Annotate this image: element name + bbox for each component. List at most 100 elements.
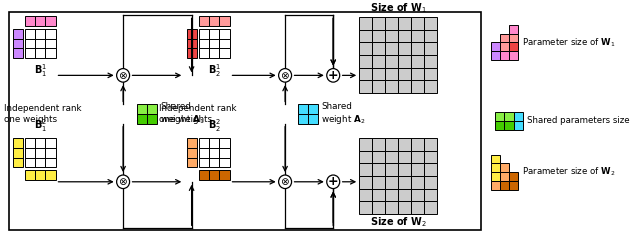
Bar (372, 68, 385, 80)
Bar (424, 176, 437, 188)
Bar (209, 39, 220, 48)
Bar (372, 176, 385, 188)
Bar (491, 181, 500, 190)
Bar (372, 201, 385, 214)
Bar (298, 104, 308, 114)
Bar (359, 176, 372, 188)
Bar (398, 30, 411, 43)
Bar (385, 188, 398, 201)
Bar (209, 48, 220, 58)
Bar (372, 30, 385, 43)
Bar (424, 163, 437, 176)
Bar (25, 170, 35, 180)
Bar (35, 158, 45, 167)
Text: $\mathbf{B}_2^2$: $\mathbf{B}_2^2$ (208, 118, 221, 134)
Bar (491, 51, 500, 60)
Bar (209, 148, 220, 158)
Bar (411, 201, 424, 214)
Bar (372, 55, 385, 68)
Bar (13, 48, 23, 58)
Bar (35, 148, 45, 158)
Bar (411, 176, 424, 188)
Bar (424, 68, 437, 80)
Bar (372, 151, 385, 163)
Bar (45, 48, 56, 58)
Circle shape (327, 175, 340, 188)
Bar (359, 55, 372, 68)
Bar (25, 29, 35, 39)
Bar (187, 148, 197, 158)
Text: $\mathbf{B}_1^2$: $\mathbf{B}_1^2$ (34, 118, 47, 134)
Bar (308, 104, 319, 114)
Bar (372, 80, 385, 93)
Text: $\otimes$: $\otimes$ (118, 176, 128, 187)
Bar (500, 34, 509, 43)
Bar (13, 39, 23, 48)
Bar (199, 48, 209, 58)
Bar (372, 17, 385, 30)
Bar (398, 151, 411, 163)
Bar (398, 17, 411, 30)
Bar (147, 104, 157, 114)
Bar (398, 43, 411, 55)
Bar (45, 138, 56, 148)
Bar (398, 138, 411, 151)
Bar (424, 55, 437, 68)
Bar (385, 80, 398, 93)
Bar (509, 172, 518, 181)
Bar (398, 55, 411, 68)
Bar (199, 158, 209, 167)
Bar (209, 158, 220, 167)
Text: Shared
weight $\mathbf{A}_1$: Shared weight $\mathbf{A}_1$ (160, 102, 205, 126)
Bar (424, 43, 437, 55)
Bar (13, 158, 23, 167)
Bar (514, 121, 523, 129)
Text: $\otimes$: $\otimes$ (280, 70, 290, 81)
Bar (424, 188, 437, 201)
Bar (199, 16, 209, 26)
Bar (137, 114, 147, 124)
Bar (35, 16, 45, 26)
Bar (500, 172, 509, 181)
Bar (45, 158, 56, 167)
Bar (199, 148, 209, 158)
Bar (372, 188, 385, 201)
Bar (411, 30, 424, 43)
Bar (199, 170, 209, 180)
Circle shape (278, 175, 292, 188)
Bar (385, 68, 398, 80)
Bar (9, 12, 481, 230)
Circle shape (116, 175, 129, 188)
Bar (411, 68, 424, 80)
Bar (385, 176, 398, 188)
Text: Independent rank
one weights: Independent rank one weights (4, 104, 81, 124)
Bar (424, 80, 437, 93)
Bar (25, 138, 35, 148)
Bar (398, 163, 411, 176)
Bar (209, 29, 220, 39)
Bar (45, 16, 56, 26)
Bar (137, 104, 147, 114)
Bar (500, 51, 509, 60)
Bar (398, 68, 411, 80)
Bar (25, 158, 35, 167)
Bar (424, 151, 437, 163)
Bar (424, 201, 437, 214)
Bar (359, 30, 372, 43)
Bar (411, 188, 424, 201)
Bar (411, 163, 424, 176)
Text: $\otimes$: $\otimes$ (118, 70, 128, 81)
Bar (187, 138, 197, 148)
Bar (509, 34, 518, 43)
Bar (385, 201, 398, 214)
Bar (385, 55, 398, 68)
Text: Parameter size of $\mathbf{W}_2$: Parameter size of $\mathbf{W}_2$ (522, 166, 616, 178)
Bar (509, 25, 518, 34)
Bar (220, 138, 230, 148)
Bar (187, 39, 197, 48)
Bar (13, 138, 23, 148)
Bar (359, 17, 372, 30)
Bar (209, 170, 220, 180)
Bar (411, 138, 424, 151)
Bar (187, 29, 197, 39)
